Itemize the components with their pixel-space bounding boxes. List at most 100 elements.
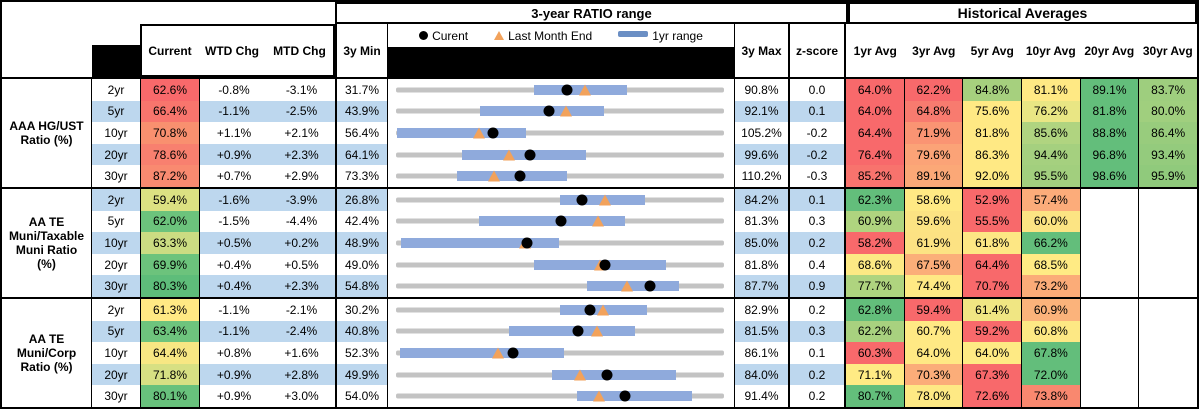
avg-cell <box>1138 342 1197 364</box>
avg-value: 64.0% <box>963 342 1022 364</box>
3y-max-value: 82.9% <box>735 299 790 321</box>
legend-current-label: Curent <box>432 28 469 43</box>
3y-min-value: 73.3% <box>335 165 388 187</box>
avg-value: 67.3% <box>963 363 1022 386</box>
avg-cell: 77.7% <box>846 275 904 297</box>
avg-cell: 60.9% <box>1021 299 1080 321</box>
range-bar-1yr <box>399 347 564 358</box>
avg-cell: 60.0% <box>1021 210 1080 233</box>
avg-value <box>1081 254 1139 276</box>
avg-cell: 61.8% <box>962 232 1022 254</box>
mtd-chg-value: +2.3% <box>268 275 335 297</box>
current-value: 59.4% <box>140 189 200 211</box>
range-bar-icon <box>618 30 649 37</box>
current-value: 62.0% <box>140 210 200 233</box>
avg-cell: 60.8% <box>1021 320 1080 343</box>
3y-max-value: 91.4% <box>735 385 790 407</box>
avg-column-header: 1yr Avg <box>853 43 897 58</box>
3y-max-value: 81.3% <box>735 210 790 233</box>
tenor-label: 20yr <box>92 363 140 386</box>
table-row: 20yr 69.9% +0.4% +0.5% 49.0% 81.8% 0.4 68.6% 67.… <box>92 253 1197 276</box>
row-group: AAA HG/UST Ratio (%) 2yr 62.6% -0.8% -3.1% 31.… <box>2 79 1197 187</box>
avg-cell: 60.9% <box>846 210 904 233</box>
avg-cell: 80.0% <box>1138 100 1197 123</box>
avg-value <box>1081 364 1139 386</box>
chart-track <box>396 240 724 246</box>
wtd-chg-value: +1.1% <box>216 125 252 140</box>
avg-value: 57.4% <box>1022 189 1080 211</box>
tenor-label: 5yr <box>107 214 125 229</box>
3y-max-column-header: 3y Max <box>735 24 790 77</box>
last-month-triangle <box>592 390 605 402</box>
avg-cell <box>1138 232 1197 254</box>
range-chart-cell <box>388 79 735 101</box>
avg-cell: 88.8% <box>1079 122 1139 144</box>
z-score-value: 0.4 <box>790 253 846 276</box>
avg-value: 67.5% <box>904 253 963 276</box>
avg-cell: 62.2% <box>903 79 963 101</box>
3y-max-value: 110.2% <box>735 165 790 187</box>
avg-cell: 67.5% <box>903 253 963 276</box>
avg-value: 96.8% <box>1080 143 1139 166</box>
avg-values: 68.6% 67.5% 64.4% 68.5% <box>846 253 1197 276</box>
avg-cell: 66.2% <box>1021 232 1080 254</box>
avg-value: 85.6% <box>1022 122 1080 144</box>
avg-value: 62.8% <box>846 299 904 321</box>
current-column-header: Current <box>148 43 192 58</box>
avg-value: 85.2% <box>846 165 904 187</box>
wtd-chg-value: +0.9% <box>200 363 268 386</box>
last-month-triangle <box>596 304 609 316</box>
tenor-label: 20yr <box>92 143 140 166</box>
3y-max-value: 84.0% <box>735 363 790 386</box>
tenor-label: 30yr <box>104 169 128 184</box>
range-chart-cell <box>388 165 735 187</box>
black-box <box>92 45 140 77</box>
avg-values: 58.2% 61.9% 61.8% 66.2% <box>846 232 1197 254</box>
group-label-line: Ratio (%) <box>20 360 73 374</box>
z-score-column-header: z-score <box>790 24 846 77</box>
range-bar-1yr <box>397 127 526 138</box>
avg-cell: 70.3% <box>903 363 963 386</box>
column-header-row: Current WTD Chg MTD Chg 3y Min Curent La… <box>2 24 1197 79</box>
avg-value: 66.2% <box>1022 232 1080 254</box>
chart-track <box>396 283 724 289</box>
legend-1yr-range: 1yr range <box>618 29 703 43</box>
avg-value: 61.4% <box>963 299 1022 321</box>
current-value: 63.3% <box>140 232 200 254</box>
3y-max-value: 85.0% <box>735 232 790 254</box>
last-month-triangle <box>472 127 485 139</box>
3y-max-value: 99.6% <box>735 143 790 166</box>
range-bar-1yr <box>508 326 635 337</box>
avg-values: 77.7% 74.4% 70.7% 73.2% <box>846 275 1197 297</box>
avg-value: 60.3% <box>846 342 904 364</box>
chart-track-area <box>396 189 724 211</box>
chart-track-area <box>396 299 724 321</box>
table-row: 30yr 80.3% +0.4% +2.3% 54.8% 87.7% 0.9 77.7% 74.… <box>92 275 1197 297</box>
avg-value: 80.0% <box>1139 100 1197 123</box>
chart-legend: Curent Last Month End 1yr range <box>388 24 734 47</box>
avg-value: 72.6% <box>963 385 1022 407</box>
tenor-label: 10yr <box>92 232 140 254</box>
chart-track-area <box>396 342 724 364</box>
avg-cell: 73.8% <box>1021 385 1080 407</box>
chart-track-area <box>396 275 724 297</box>
range-chart-cell <box>388 363 735 386</box>
avg-cell <box>1079 253 1139 276</box>
wtd-chg-value: +0.4% <box>200 275 268 297</box>
avg-cell: 85.6% <box>1021 122 1080 144</box>
avg-cell: 78.0% <box>903 385 963 407</box>
avg-value <box>1139 232 1197 254</box>
avg-cell: 89.1% <box>903 165 963 187</box>
avg-cell <box>1079 275 1139 297</box>
tenor-label: 10yr <box>104 345 128 360</box>
wtd-chg-value: -1.1% <box>200 320 268 343</box>
avg-value: 95.5% <box>1022 165 1080 187</box>
current-dot <box>601 369 613 381</box>
current-value: 62.6% <box>140 79 200 101</box>
avg-value: 61.9% <box>904 232 963 254</box>
avg-value: 55.5% <box>963 210 1022 233</box>
z-score-value: 0.3 <box>790 320 846 343</box>
chart-track-area <box>396 79 724 101</box>
avg-value <box>1081 232 1139 254</box>
